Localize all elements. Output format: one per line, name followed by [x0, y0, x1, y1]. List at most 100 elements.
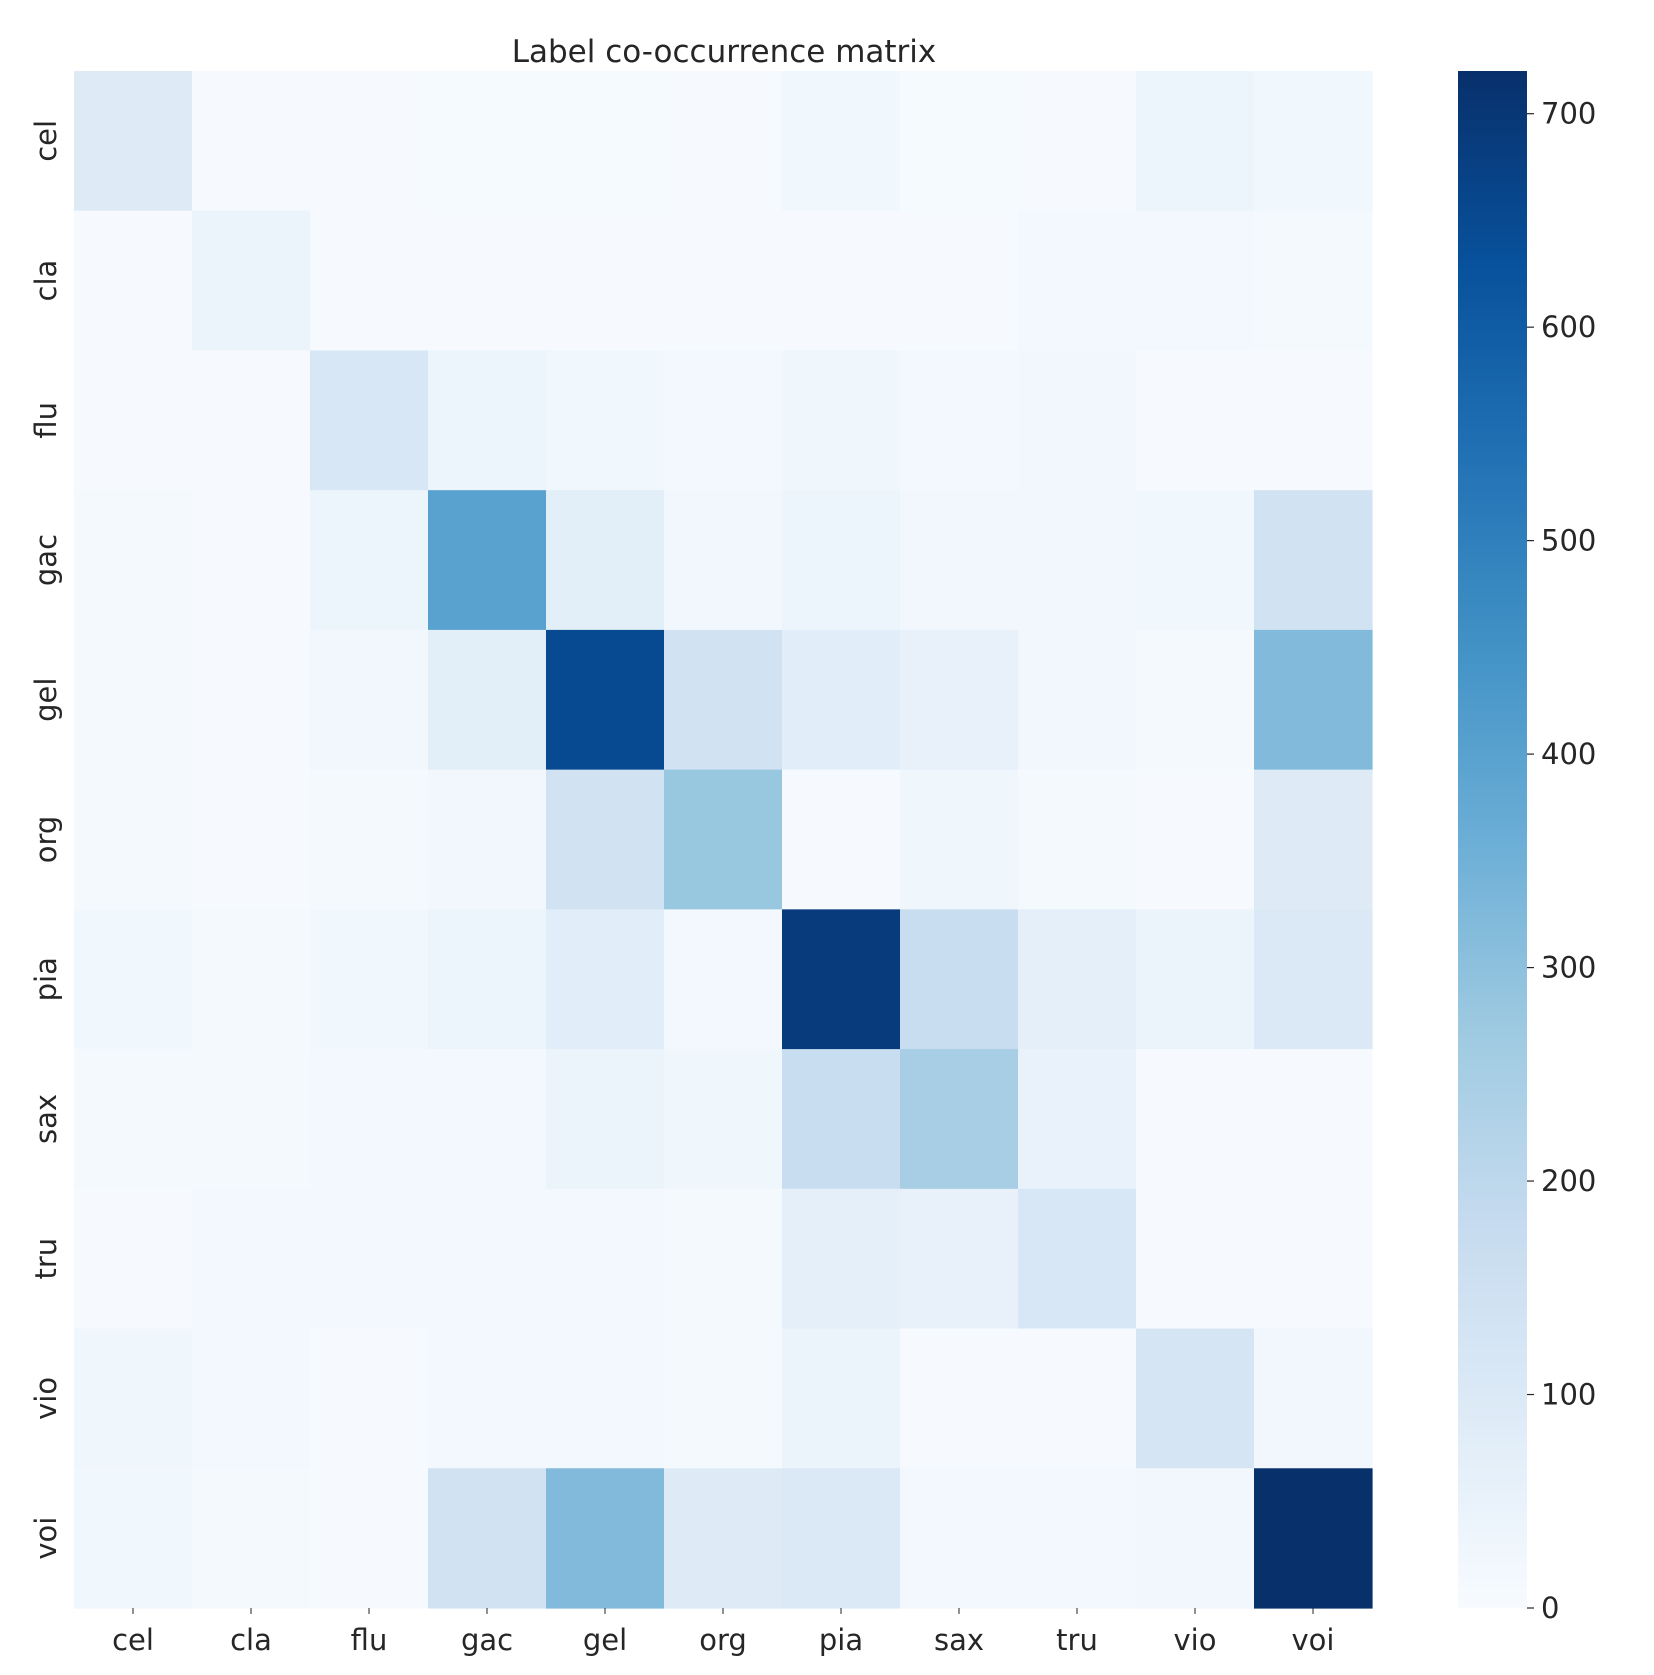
y-tick-labels: cel cla flu gac gel org pia sax tru vio voi	[29, 120, 63, 1560]
cell-vio-gel	[546, 1328, 665, 1469]
cell-voi-voi	[1254, 1468, 1373, 1609]
cell-org-cla	[192, 769, 311, 910]
cell-vio-vio	[1136, 1328, 1255, 1469]
cell-gel-voi	[1254, 629, 1373, 771]
cell-flu-gel	[546, 350, 665, 491]
cell-voi-gel	[546, 1468, 665, 1609]
cell-gac-sax	[900, 490, 1019, 631]
cell-voi-gac	[428, 1468, 547, 1609]
cell-voi-vio	[1136, 1468, 1255, 1609]
cell-cla-vio	[1136, 210, 1255, 352]
cell-cla-gac	[428, 210, 547, 352]
cell-sax-voi	[1254, 1049, 1373, 1190]
cell-cel-tru	[1018, 71, 1137, 212]
cell-flu-voi	[1254, 350, 1373, 491]
cell-vio-cel	[74, 1328, 193, 1469]
cell-sax-tru	[1018, 1049, 1137, 1190]
y-tick-label-sax: sax	[29, 1094, 63, 1144]
x-tick-label-flu: flu	[351, 1623, 388, 1657]
cell-pia-tru	[1018, 909, 1137, 1050]
cell-org-flu	[310, 769, 429, 910]
cell-flu-cla	[192, 350, 311, 491]
x-tick-label-sax: sax	[934, 1623, 984, 1657]
cell-pia-cla	[192, 909, 311, 1050]
cell-voi-org	[664, 1468, 783, 1609]
y-tick-label-voi: voi	[29, 1517, 63, 1560]
cell-sax-vio	[1136, 1049, 1255, 1190]
cell-sax-pia	[782, 1049, 901, 1190]
cell-gel-pia	[782, 629, 901, 771]
heatmap-cells	[74, 71, 1373, 1609]
cell-gel-vio	[1136, 629, 1255, 771]
cell-flu-sax	[900, 350, 1019, 491]
cell-tru-sax	[900, 1188, 1019, 1330]
cell-cla-org	[664, 210, 783, 352]
cell-voi-flu	[310, 1468, 429, 1609]
cell-cel-voi	[1254, 71, 1373, 212]
cell-flu-org	[664, 350, 783, 491]
y-tick-label-tru: tru	[29, 1238, 63, 1280]
cell-gel-flu	[310, 629, 429, 771]
cell-cel-gac	[428, 71, 547, 212]
cell-voi-cel	[74, 1468, 193, 1609]
cell-cla-pia	[782, 210, 901, 352]
cell-tru-pia	[782, 1188, 901, 1330]
cell-flu-tru	[1018, 350, 1137, 491]
cell-pia-voi	[1254, 909, 1373, 1050]
cell-vio-pia	[782, 1328, 901, 1469]
cell-gac-pia	[782, 490, 901, 631]
y-tick-label-flu: flu	[29, 402, 63, 439]
cell-tru-vio	[1136, 1188, 1255, 1330]
colorbar-gradient	[1458, 71, 1527, 1608]
cell-tru-gel	[546, 1188, 665, 1330]
y-tick-label-cla: cla	[29, 260, 63, 302]
colorbar-tick-label-700: 700	[1541, 97, 1596, 131]
cell-flu-vio	[1136, 350, 1255, 491]
cell-tru-flu	[310, 1188, 429, 1330]
cell-gac-gac	[428, 490, 547, 631]
cell-tru-org	[664, 1188, 783, 1330]
cell-sax-gac	[428, 1049, 547, 1190]
cell-org-org	[664, 769, 783, 910]
cell-gel-cla	[192, 629, 311, 771]
cell-org-gac	[428, 769, 547, 910]
cell-gel-org	[664, 629, 783, 771]
cell-cla-cel	[74, 210, 193, 352]
cell-cel-cel	[74, 71, 193, 212]
cell-gac-vio	[1136, 490, 1255, 631]
cell-cel-sax	[900, 71, 1019, 212]
y-tick-label-pia: pia	[29, 957, 63, 1001]
cell-sax-sax	[900, 1049, 1019, 1190]
cell-voi-tru	[1018, 1468, 1137, 1609]
cell-cel-org	[664, 71, 783, 212]
y-tick-label-gac: gac	[29, 534, 63, 586]
cell-pia-cel	[74, 909, 193, 1050]
cell-org-pia	[782, 769, 901, 910]
cell-cla-sax	[900, 210, 1019, 352]
cell-pia-flu	[310, 909, 429, 1050]
cell-vio-gac	[428, 1328, 547, 1469]
cell-vio-org	[664, 1328, 783, 1469]
cell-flu-flu	[310, 350, 429, 491]
cell-tru-tru	[1018, 1188, 1137, 1330]
cell-sax-org	[664, 1049, 783, 1190]
cell-pia-sax	[900, 909, 1019, 1050]
colorbar-tick-label-100: 100	[1541, 1378, 1596, 1412]
cell-gac-org	[664, 490, 783, 631]
cell-vio-voi	[1254, 1328, 1373, 1469]
cell-vio-flu	[310, 1328, 429, 1469]
cell-tru-cel	[74, 1188, 193, 1330]
cell-vio-sax	[900, 1328, 1019, 1469]
cell-sax-cel	[74, 1049, 193, 1190]
cell-cla-gel	[546, 210, 665, 352]
cell-cla-tru	[1018, 210, 1137, 352]
y-tick-label-vio: vio	[29, 1377, 63, 1420]
x-tick-label-pia: pia	[819, 1623, 863, 1657]
cell-cla-flu	[310, 210, 429, 352]
cell-vio-tru	[1018, 1328, 1137, 1469]
y-tick-label-org: org	[29, 816, 63, 864]
colorbar-tick-label-600: 600	[1541, 310, 1596, 344]
colorbar-tick-label-300: 300	[1541, 951, 1596, 985]
cell-voi-cla	[192, 1468, 311, 1609]
